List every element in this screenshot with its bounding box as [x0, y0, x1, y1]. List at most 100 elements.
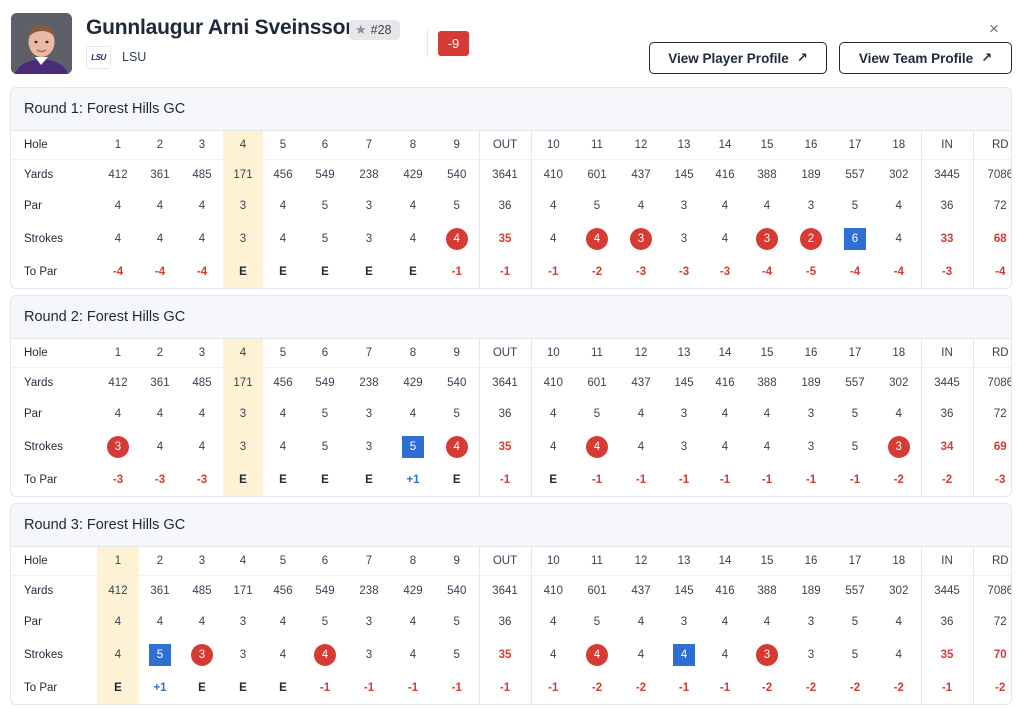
score-cell: 361 — [150, 376, 170, 389]
score-cell: 437 — [631, 584, 651, 597]
score-cell: 3 — [365, 648, 373, 661]
score-cell: 4 — [721, 440, 729, 453]
row-label: Strokes — [24, 232, 63, 245]
score-cell: 3 — [223, 398, 263, 429]
score-cell: 171 — [223, 159, 263, 190]
score-cell: 4 — [895, 648, 902, 661]
score-cell: -5 — [805, 266, 817, 278]
score-cell: -4 — [196, 266, 208, 278]
score-cell: 3 — [680, 232, 688, 245]
score-cell: 189 — [801, 376, 821, 389]
score-cell: E — [239, 682, 247, 694]
score-cell: -1 — [363, 682, 375, 694]
score-cell: 14 — [705, 339, 745, 368]
score-cell: 416 — [715, 584, 735, 597]
score-cell: 485 — [192, 584, 212, 597]
view-player-profile-label: View Player Profile — [668, 50, 789, 66]
row-label: Hole — [11, 131, 97, 160]
score-cell: 72 — [972, 190, 1011, 221]
score-cell: 388 — [757, 584, 777, 597]
team-logo-text: LSU — [91, 53, 106, 62]
score-cell: +1 — [153, 682, 167, 694]
score-cell: -3 — [920, 256, 973, 288]
round-card: Round 1: Forest Hills GC Hole 1 2 3 4 5 6 7 8 9 OUT… — [10, 87, 1012, 289]
score-cell: 171 — [233, 584, 253, 597]
score-cell: 3641 — [478, 575, 531, 606]
score-cell: 12 — [619, 547, 663, 576]
score-cell: 412 — [108, 168, 128, 181]
score-cell: 4 — [530, 637, 575, 672]
score-cell: -1 — [920, 672, 973, 704]
score-cell: 238 — [359, 168, 379, 181]
score-cell: -4 — [761, 266, 773, 278]
score-cell: 2 — [139, 339, 181, 368]
score-cell: 361 — [150, 584, 170, 597]
score-cell: 4 — [763, 440, 771, 453]
score-cell: 302 — [889, 376, 909, 389]
score-cell: -3 — [154, 474, 166, 486]
row-label: Par — [24, 199, 42, 212]
score-cell: E — [223, 256, 263, 288]
score-cell: 5 — [453, 199, 460, 212]
score-cell: -1 — [678, 682, 690, 694]
score-cell: 4 — [763, 615, 771, 628]
score-cell: E — [198, 682, 206, 694]
score-cell: 35 — [478, 221, 531, 256]
round-title: Round 1: Forest Hills GC — [11, 88, 1011, 131]
row-label: Yards — [24, 584, 54, 597]
score-cell: 8 — [391, 131, 435, 160]
score-cell: 4 — [198, 440, 206, 453]
score-cell: 416 — [715, 376, 735, 389]
score-cell: 3445 — [920, 159, 973, 190]
score-cell: -1 — [478, 672, 531, 704]
score-cell: 3 — [745, 221, 789, 256]
score-cell: 2 — [139, 547, 181, 576]
score-cell: 4 — [279, 440, 287, 453]
scorecard-table: Hole 1 2 3 4 5 6 7 8 9 OUT 10 11 12 13 14 15 16 17 18 IN RD Ya… — [11, 547, 1011, 704]
score-cell: -2 — [591, 266, 603, 278]
score-cell: 429 — [403, 376, 423, 389]
score-cell: 11 — [575, 131, 619, 160]
score-cell: 601 — [587, 168, 607, 181]
score-cell: 437 — [631, 168, 651, 181]
close-icon[interactable]: × — [989, 19, 999, 38]
score-cell: 3 — [680, 615, 688, 628]
score-cell: 4 — [721, 407, 729, 420]
score-cell: 4 — [114, 232, 122, 245]
score-cell: 429 — [403, 584, 423, 597]
birdie-marker: 4 — [445, 435, 468, 458]
score-cell: 4 — [435, 429, 479, 464]
score-cell: 4 — [663, 637, 705, 672]
round-card: Round 2: Forest Hills GC Hole 1 2 3 4 5 6 7 8 9 OUT… — [10, 295, 1012, 497]
view-player-profile-button[interactable]: View Player Profile ↗ — [649, 42, 827, 74]
score-cell: 3 — [181, 131, 223, 160]
score-cell: -2 — [972, 672, 1011, 704]
score-cell: E — [279, 682, 287, 694]
score-cell: 4 — [223, 131, 263, 160]
score-cell: 540 — [447, 168, 467, 181]
score-cell: 5 — [391, 429, 435, 464]
row-to-par: To Par E +1 E E E -1 -1 -1 -1 -1 -1 -2 -2 -1 -1 -2 -2 -2 -2… — [11, 672, 1011, 704]
score-cell: 410 — [530, 367, 575, 398]
score-cell: 3 — [365, 440, 373, 453]
score-cell: 35 — [478, 637, 531, 672]
score-cell: 4 — [97, 637, 139, 672]
score-cell: 549 — [315, 168, 335, 181]
score-cell: 4 — [721, 199, 729, 212]
score-cell: E — [279, 474, 287, 486]
score-cell: E — [321, 474, 329, 486]
score-cell: E — [409, 266, 417, 278]
score-cell: 5 — [851, 440, 859, 453]
birdie-marker: 3 — [887, 435, 910, 458]
view-team-profile-button[interactable]: View Team Profile ↗ — [839, 42, 1012, 74]
score-cell: 15 — [745, 547, 789, 576]
score-cell: 412 — [108, 376, 128, 389]
score-cell: RD — [972, 547, 1011, 576]
score-cell: -1 — [407, 682, 419, 694]
row-label: Strokes — [24, 440, 63, 453]
score-cell: 388 — [757, 168, 777, 181]
row-yards: Yards 412 361 485 171 456 549 238 429 540 3641 410 6… — [11, 575, 1011, 606]
score-cell: 7086 — [972, 367, 1011, 398]
score-cell: OUT — [478, 131, 531, 160]
score-cell: 3 — [181, 339, 223, 368]
